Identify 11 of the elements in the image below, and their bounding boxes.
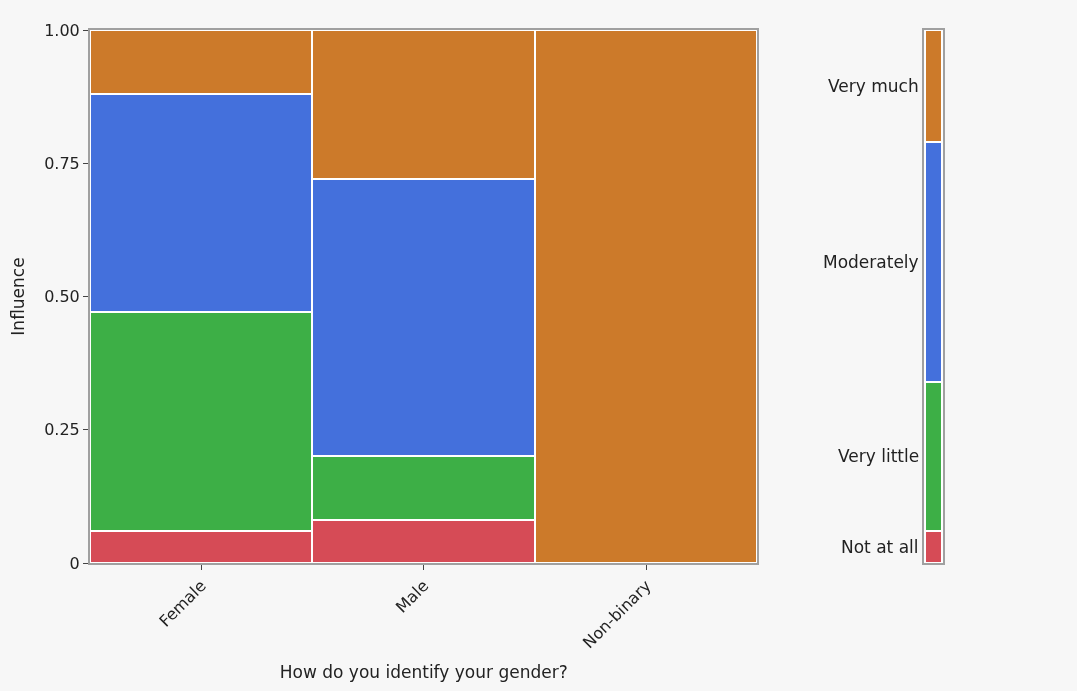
series-label: Very much xyxy=(828,76,919,96)
x-axis-title: How do you identify your gender? xyxy=(279,662,568,682)
y-tick-label: 0.50 xyxy=(44,287,80,307)
y-tick-label: 0.75 xyxy=(44,153,80,173)
y-tick-label: 0.25 xyxy=(44,420,80,440)
y-tick-label: 1.00 xyxy=(44,20,80,40)
series-label: Not at all xyxy=(841,537,919,557)
series-label: Very little xyxy=(838,446,920,466)
y-tick-label: 0 xyxy=(69,553,80,573)
series-label: Moderately xyxy=(823,252,919,272)
y-axis-title: Influence xyxy=(8,257,29,336)
